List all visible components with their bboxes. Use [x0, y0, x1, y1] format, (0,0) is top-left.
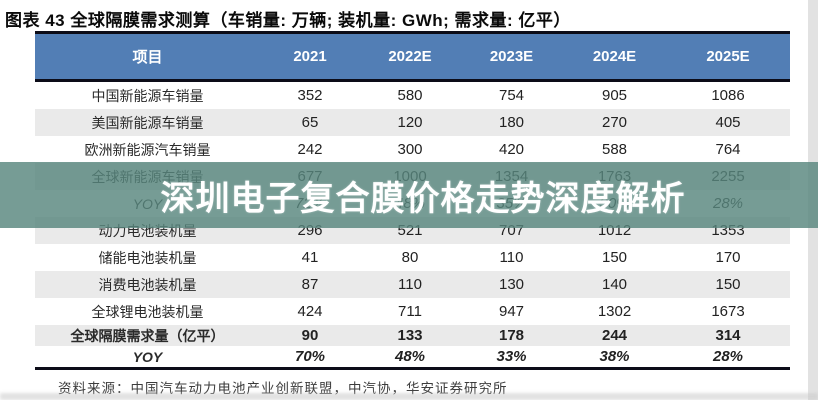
demand-table: 项目 2021 2022E 2023E 2024E 2025E 中国新能源车销量… — [35, 31, 790, 370]
header-bottom-border — [35, 79, 790, 82]
cell-value: 300 — [397, 141, 423, 158]
cell-value: 588 — [601, 141, 628, 158]
cell-value: 420 — [498, 141, 525, 158]
cell-value: 130 — [498, 276, 525, 293]
col-header-2025e: 2025E — [706, 48, 750, 65]
cell-value: 1302 — [597, 303, 632, 320]
cell-value: 711 — [398, 303, 422, 320]
cell-value: 41 — [301, 249, 319, 266]
cell-value: 905 — [601, 87, 628, 104]
cell-value: 580 — [397, 87, 423, 104]
cell-value: 270 — [601, 114, 628, 131]
table-top-border — [35, 31, 790, 34]
row-label: YOY — [132, 348, 163, 365]
table-header-row: 项目 2021 2022E 2023E 2024E 2025E — [35, 34, 790, 79]
cell-value: 110 — [499, 249, 524, 266]
cell-value: 424 — [297, 303, 323, 320]
cell-value: 150 — [601, 249, 628, 266]
col-header-item: 项目 — [132, 49, 163, 66]
table-row-eu-nev-sales: 欧洲新能源汽车销量 242 300 420 588 764 — [35, 136, 790, 163]
cell-value: 65 — [301, 114, 319, 131]
row-label: 中国新能源车销量 — [91, 87, 204, 104]
cell-value: 178 — [498, 327, 525, 344]
cell-value: 314 — [715, 327, 741, 344]
cell-value: 180 — [498, 114, 525, 131]
table-row-consumer-battery: 消费电池装机量 87 110 130 140 150 — [35, 271, 790, 298]
cell-value: 1086 — [711, 87, 745, 104]
table-row-demand-yoy: YOY 70% 48% 33% 38% 28% — [35, 346, 790, 367]
cell-value: 70% — [294, 348, 326, 365]
cell-value: 33% — [496, 348, 527, 365]
col-header-2022e: 2022E — [388, 48, 432, 65]
row-label: 美国新能源车销量 — [91, 114, 204, 131]
table-row-china-nev-sales: 中国新能源车销量 352 580 754 905 1086 — [35, 82, 790, 109]
col-header-2021: 2021 — [293, 48, 327, 65]
col-header-2024e: 2024E — [592, 48, 637, 65]
cell-value: 38% — [599, 348, 630, 365]
cell-value: 28% — [712, 348, 744, 365]
page-bottom-artifact — [0, 393, 818, 400]
cell-value: 48% — [394, 348, 426, 365]
figure-title: 图表 43 全球隔膜需求测算（车销量: 万辆; 装机量: GWh; 需求量: 亿… — [5, 11, 571, 30]
table-row-storage-battery: 储能电池装机量 41 80 110 150 170 — [35, 244, 790, 271]
table-row-us-nev-sales: 美国新能源车销量 65 120 180 270 405 — [35, 109, 790, 136]
table-body: 中国新能源车销量 352 580 754 905 1086 美国新能源车销量 6… — [35, 82, 790, 367]
cell-value: 1673 — [711, 303, 745, 320]
col-header-2023e: 2023E — [489, 48, 534, 65]
cell-value: 947 — [498, 303, 525, 320]
cell-value: 150 — [715, 276, 741, 293]
cell-value: 242 — [297, 141, 323, 158]
cell-value: 87 — [301, 276, 319, 293]
source-note: 资料来源：中国汽车动力电池产业创新联盟，中汽协，华安证券研究所 — [58, 381, 508, 396]
cell-value: 170 — [715, 249, 741, 266]
cell-value: 405 — [715, 114, 741, 131]
cell-value: 90 — [301, 327, 319, 344]
table-row-separator-demand: 全球隔膜需求量（亿平） 90 133 178 244 314 — [35, 325, 790, 346]
row-label: 全球锂电池装机量 — [91, 303, 204, 320]
watermark-band: 深圳电子复合膜价格走势深度解析 — [0, 162, 818, 228]
row-label: 欧洲新能源汽车销量 — [84, 141, 211, 158]
table-row-global-li-battery: 全球锂电池装机量 424 711 947 1302 1673 — [35, 298, 790, 325]
cell-value: 80 — [401, 249, 419, 266]
cell-value: 754 — [498, 87, 525, 104]
table-bottom-border — [35, 367, 790, 370]
cell-value: 764 — [715, 141, 741, 158]
cell-value: 352 — [297, 87, 323, 104]
row-label: 消费电池装机量 — [98, 276, 197, 293]
cell-value: 140 — [601, 276, 628, 293]
watermark-text: 深圳电子复合膜价格走势深度解析 — [160, 179, 686, 218]
cell-value: 244 — [601, 327, 628, 344]
cell-value: 120 — [397, 114, 423, 131]
cell-value: 133 — [397, 327, 423, 344]
cell-value: 110 — [398, 276, 422, 293]
row-label: 储能电池装机量 — [98, 249, 197, 266]
row-label: 全球隔膜需求量（亿平） — [70, 327, 225, 344]
